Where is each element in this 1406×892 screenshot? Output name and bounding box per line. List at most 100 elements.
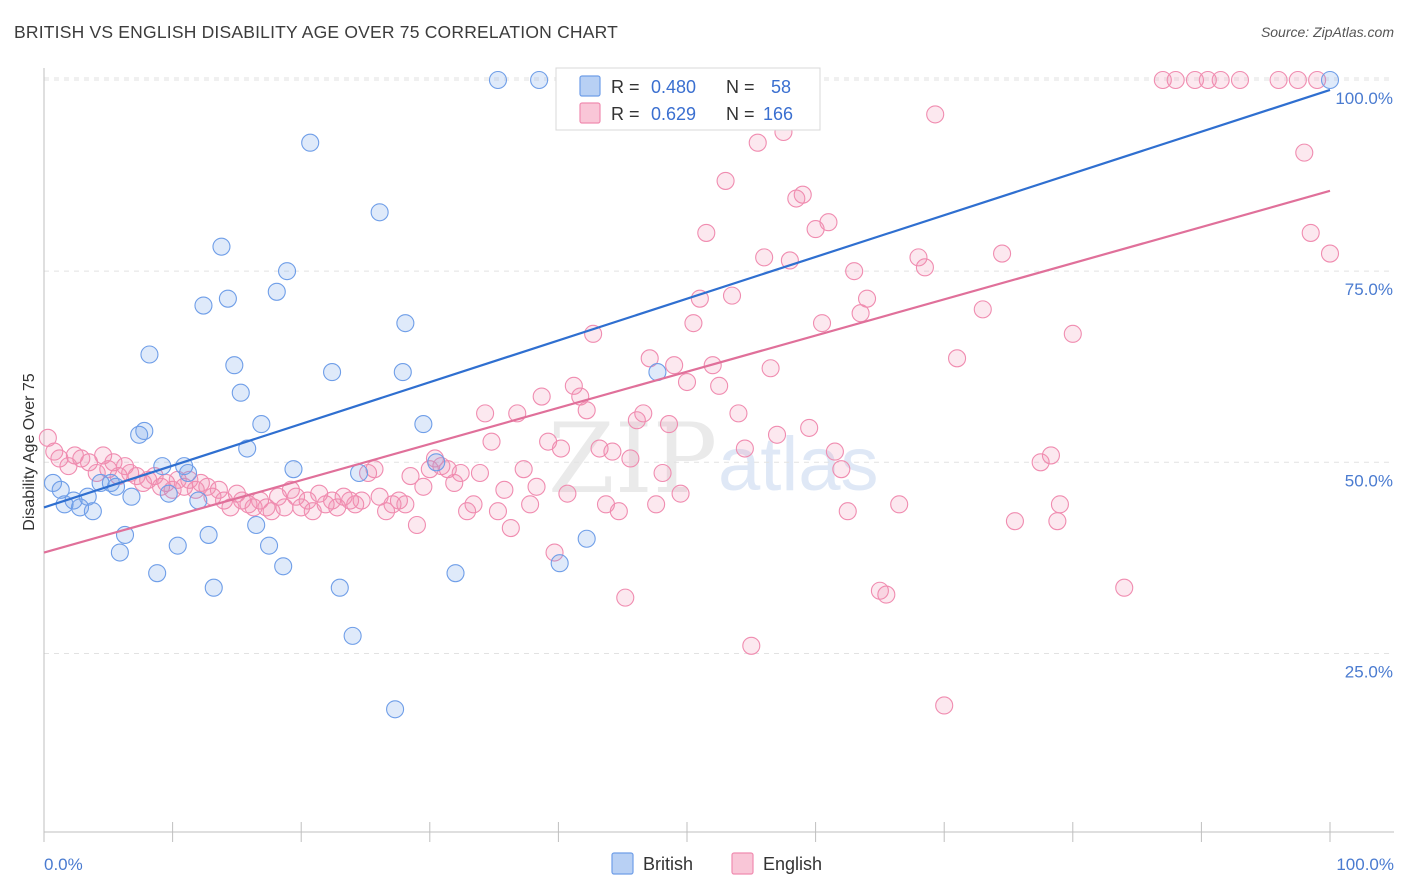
british-point <box>247 515 266 535</box>
english-point <box>1295 143 1314 162</box>
legend-british-icon <box>611 852 634 875</box>
english-point <box>748 133 767 152</box>
british-point <box>446 564 465 583</box>
english-point <box>94 446 113 465</box>
english-point <box>690 289 709 308</box>
british-point <box>231 383 250 402</box>
british-n-label: N = <box>726 77 755 97</box>
english-point <box>109 467 128 486</box>
british-points <box>43 70 1340 719</box>
english-point <box>948 349 967 368</box>
english-point <box>627 411 646 430</box>
english-point <box>451 463 470 483</box>
english-point <box>653 463 672 483</box>
british-point <box>178 463 198 483</box>
english-point <box>532 387 551 406</box>
british-point <box>267 282 286 301</box>
english-point <box>857 289 877 308</box>
legend: British English <box>611 852 822 875</box>
english-point <box>684 314 703 333</box>
english-point <box>812 314 832 333</box>
english-point <box>609 502 628 521</box>
british-point <box>199 525 218 544</box>
english-point <box>1153 70 1172 90</box>
english-point <box>742 636 761 655</box>
english-point <box>551 439 571 458</box>
british-point <box>488 70 508 90</box>
english-point <box>1211 70 1230 90</box>
english-point <box>476 404 495 423</box>
english-point <box>445 473 464 492</box>
chart-title: BRITISH VS ENGLISH DISABILITY AGE OVER 7… <box>14 22 619 42</box>
english-point <box>577 401 596 420</box>
english-point <box>729 404 748 423</box>
english-point <box>1320 244 1340 263</box>
english-point <box>665 356 684 375</box>
english-point <box>722 286 742 305</box>
english-point <box>603 442 622 461</box>
english-point <box>1041 446 1060 465</box>
english-point <box>1230 70 1250 90</box>
english-point <box>287 487 306 506</box>
english-point <box>127 467 146 486</box>
british-point <box>83 502 102 521</box>
english-point <box>527 477 546 496</box>
british-point <box>1320 70 1340 90</box>
x-tick-marks <box>43 822 1331 842</box>
english-point <box>501 519 520 538</box>
english-point <box>1166 70 1185 90</box>
stats-box: R = 0.480 N = 58 R = 0.629 N = 166 <box>555 67 821 131</box>
english-point <box>832 460 851 479</box>
english-point <box>1185 70 1205 90</box>
british-point <box>140 345 159 364</box>
source-credit: Source: ZipAtlas.com <box>1260 24 1394 40</box>
english-point <box>545 543 564 562</box>
english-point <box>647 495 666 514</box>
english-point <box>396 495 415 514</box>
english-point <box>1063 324 1082 343</box>
english-point <box>761 359 780 378</box>
english-point <box>621 449 640 468</box>
english-point <box>993 244 1012 263</box>
english-point <box>482 432 501 451</box>
english-point <box>298 491 317 510</box>
british-r-label: R = <box>611 77 640 97</box>
english-point <box>1050 495 1069 514</box>
english-point <box>755 248 774 267</box>
british-point <box>159 484 178 503</box>
british-point <box>225 356 244 375</box>
british-point <box>393 363 412 382</box>
british-point <box>414 415 433 434</box>
english-r-value: 0.629 <box>651 104 696 124</box>
british-point <box>194 296 213 315</box>
british-point <box>212 237 231 256</box>
english-point <box>926 105 945 124</box>
english-point <box>716 171 735 190</box>
x-tick-label-min: 0.0% <box>44 855 83 874</box>
english-point <box>1005 512 1024 531</box>
english-swatch-icon <box>579 102 601 124</box>
english-point <box>710 376 729 395</box>
english-point <box>825 442 844 461</box>
english-point <box>87 463 106 483</box>
english-point <box>180 470 199 489</box>
english-point <box>909 248 928 267</box>
british-point <box>530 70 549 90</box>
english-point <box>564 376 583 395</box>
english-point <box>401 467 420 486</box>
english-point <box>365 460 384 479</box>
english-point <box>697 223 716 242</box>
british-point <box>168 536 187 555</box>
english-point <box>558 484 577 503</box>
british-point <box>43 473 63 492</box>
english-point <box>634 404 653 423</box>
british-point <box>550 554 569 573</box>
english-point <box>1031 453 1050 472</box>
british-point <box>330 578 349 597</box>
english-point <box>407 515 426 535</box>
british-point <box>427 453 446 472</box>
english-point <box>458 502 477 521</box>
english-point <box>767 425 787 444</box>
english-point <box>1301 223 1320 242</box>
